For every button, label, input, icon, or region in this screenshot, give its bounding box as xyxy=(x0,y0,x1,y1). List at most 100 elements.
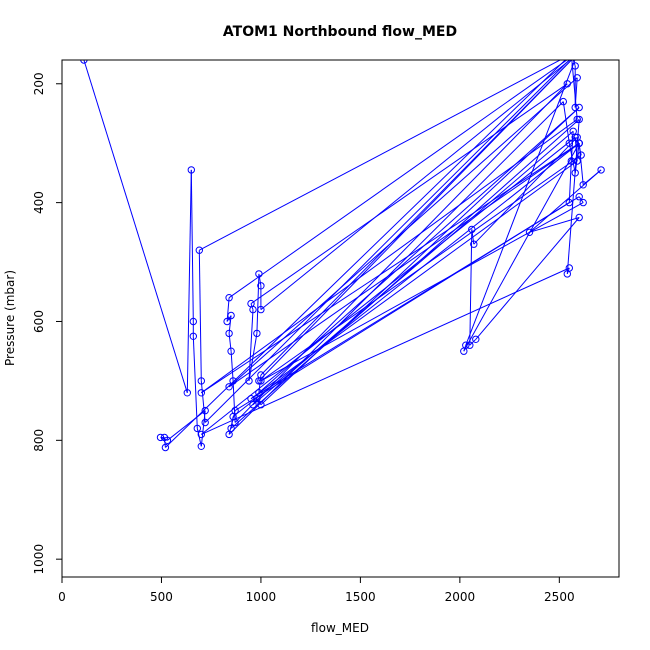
series-segment xyxy=(230,351,234,381)
data-point xyxy=(468,225,476,234)
data-point xyxy=(574,51,580,57)
y-tick-label: 200 xyxy=(32,72,46,95)
data-point xyxy=(573,157,581,165)
data-point xyxy=(197,377,206,385)
y-tick-label: 1000 xyxy=(32,544,46,575)
data-point xyxy=(559,97,567,106)
series-segment xyxy=(578,143,584,185)
series-segment xyxy=(463,142,580,352)
series-segment xyxy=(232,142,580,417)
series-segment xyxy=(469,229,473,346)
data-point xyxy=(249,305,257,314)
data-point xyxy=(571,103,579,112)
data-point xyxy=(257,377,265,385)
y-tick-label: 600 xyxy=(32,310,46,333)
data-point xyxy=(577,151,585,159)
data-point xyxy=(197,430,206,439)
data-point xyxy=(253,395,261,403)
series-segment xyxy=(572,60,576,67)
series-segment xyxy=(201,142,580,394)
series-segment xyxy=(228,142,580,388)
data-point xyxy=(160,433,169,442)
data-point xyxy=(223,317,231,326)
data-point xyxy=(187,166,196,174)
data-point xyxy=(565,198,573,207)
data-point xyxy=(573,74,581,82)
series-segment xyxy=(200,380,206,423)
series-segment xyxy=(469,338,477,346)
data-point xyxy=(247,395,255,403)
series-segment xyxy=(228,60,568,299)
series-segment xyxy=(250,83,568,305)
data-point xyxy=(229,412,237,421)
series-segment xyxy=(186,169,192,393)
data-point xyxy=(573,115,581,124)
data-point xyxy=(568,51,574,57)
y-axis: 200 400 600 800 1000 xyxy=(32,72,63,575)
data-point xyxy=(183,389,192,397)
data-point xyxy=(225,329,233,338)
series-segment xyxy=(574,77,578,108)
x-axis: 0 500 1000 1500 2000 2500 xyxy=(58,576,575,604)
series-segment xyxy=(228,101,564,435)
series-segment xyxy=(562,101,570,144)
series-segment xyxy=(475,217,580,340)
data-point xyxy=(575,115,583,124)
plot-frame xyxy=(61,59,620,578)
series-segment xyxy=(201,267,570,435)
data-point xyxy=(161,443,170,452)
data-point xyxy=(575,193,583,201)
data-point xyxy=(462,341,470,349)
data-point xyxy=(227,347,235,355)
series-segment xyxy=(260,202,584,382)
series-segment xyxy=(260,154,582,382)
data-point xyxy=(575,103,583,112)
x-tick-label: 2500 xyxy=(544,590,575,604)
series-segment xyxy=(248,333,258,381)
data-point xyxy=(257,282,265,290)
series-segment xyxy=(190,169,194,322)
x-axis-label: flow_MED xyxy=(311,621,369,635)
data-point xyxy=(229,377,237,385)
data-point xyxy=(466,341,474,349)
series-segment xyxy=(529,217,580,233)
y-tick-label: 800 xyxy=(32,429,46,452)
x-tick-label: 2000 xyxy=(445,590,476,604)
data-point xyxy=(572,51,578,57)
data-point xyxy=(227,424,235,433)
data-point xyxy=(575,213,583,222)
data-point xyxy=(257,401,265,409)
data-point xyxy=(225,383,233,391)
data-point xyxy=(193,424,202,433)
series-segment xyxy=(199,60,562,251)
data-point xyxy=(227,311,235,320)
y-axis-label: Pressure (mbar) xyxy=(3,270,17,366)
data-point xyxy=(195,246,204,254)
x-tick-label: 1000 xyxy=(246,590,277,604)
series-segment xyxy=(473,136,578,245)
series-segment xyxy=(192,336,198,429)
series-segment xyxy=(250,196,580,400)
series-segment xyxy=(83,60,188,393)
series-segment xyxy=(201,118,578,394)
data-point xyxy=(470,240,478,248)
data-point xyxy=(579,198,587,207)
data-point xyxy=(80,60,88,64)
data-point xyxy=(565,139,573,147)
data-point xyxy=(197,389,206,397)
data-point xyxy=(197,442,206,450)
series-segment xyxy=(258,273,262,286)
data-point xyxy=(565,264,573,272)
data-point xyxy=(189,332,198,340)
series-segment xyxy=(260,60,571,310)
data-point xyxy=(568,51,574,57)
chart-title: ATOM1 Northbound flow_MED xyxy=(223,24,457,40)
x-tick-label: 500 xyxy=(150,590,173,604)
series-segment xyxy=(256,273,260,334)
data-point xyxy=(257,305,265,314)
y-tick-label: 400 xyxy=(32,191,46,214)
data-point xyxy=(571,169,579,177)
data-point xyxy=(472,335,480,343)
data-point xyxy=(225,294,233,302)
